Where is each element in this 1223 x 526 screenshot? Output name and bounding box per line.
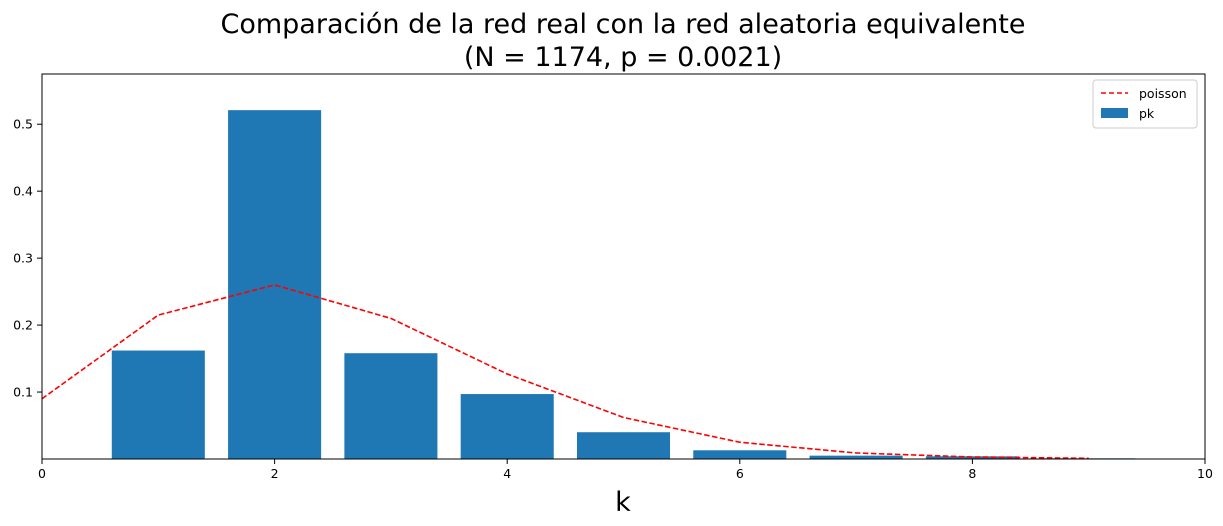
x-tick-label-0: 0: [38, 466, 46, 481]
y-tick-label-0.2: 0.2: [13, 318, 33, 333]
legend-pk-swatch: [1101, 108, 1128, 118]
y-tick-label-0.5: 0.5: [13, 117, 33, 132]
poisson-line: [41, 284, 1089, 460]
chart-title-line2: (N = 1174, p = 0.0021): [464, 42, 782, 73]
plot-frame: [41, 73, 1206, 460]
chart-title-line1: Comparación de la red real con la red al…: [221, 9, 1026, 40]
legend-poisson-label: poisson: [1139, 86, 1187, 101]
bar-pk-7: [809, 455, 903, 459]
legend: poisson pk: [1092, 79, 1198, 129]
line-layer: [41, 284, 1089, 460]
y-tick-label-0.4: 0.4: [13, 184, 33, 199]
x-tick-label-8: 8: [968, 466, 976, 481]
bar-pk-5: [576, 432, 671, 459]
x-tick-label-4: 4: [503, 466, 511, 481]
legend-pk-label: pk: [1139, 106, 1155, 121]
x-tick-label-6: 6: [736, 466, 744, 481]
bars-layer: [111, 110, 1136, 459]
y-tick-label-0.1: 0.1: [13, 385, 33, 400]
bar-pk-6: [693, 450, 787, 459]
bar-pk-2: [228, 110, 322, 459]
y-axis-ticks: 0.1 0.2 0.3 0.4 0.5: [13, 117, 42, 400]
x-axis-label: k: [615, 487, 631, 518]
bar-pk-1: [111, 350, 205, 459]
y-tick-label-0.3: 0.3: [13, 251, 33, 266]
x-axis-ticks: 0 2 4 6 8 10: [38, 459, 1213, 481]
bar-pk-3: [344, 353, 438, 459]
bar-pk-8: [925, 456, 1019, 459]
x-tick-label-10: 10: [1197, 466, 1213, 481]
x-tick-label-2: 2: [271, 466, 279, 481]
bar-pk-4: [460, 394, 554, 459]
